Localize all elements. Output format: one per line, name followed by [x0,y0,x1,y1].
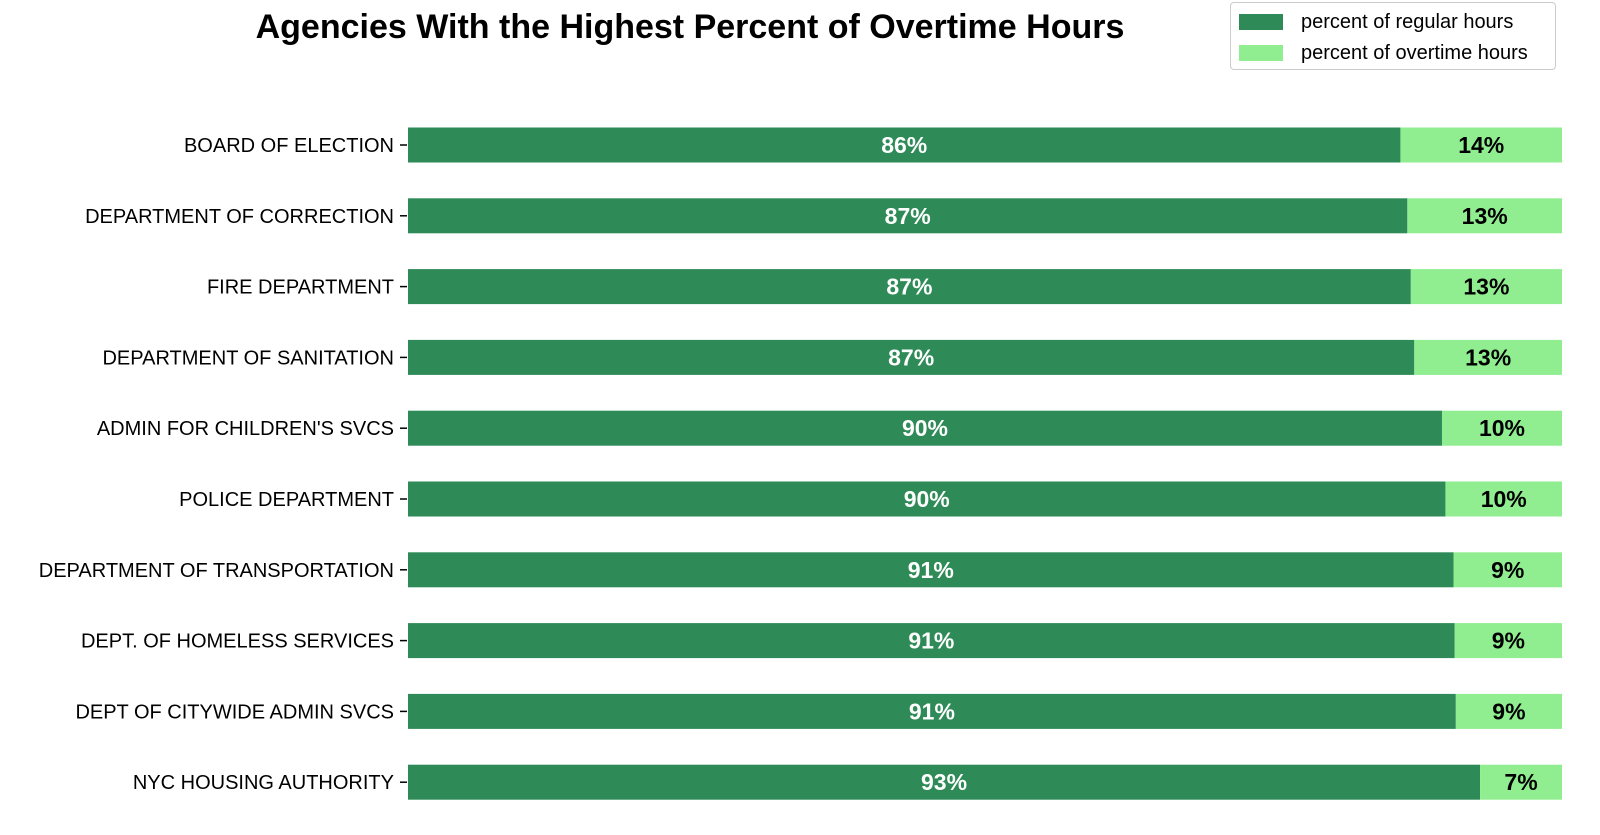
data-label-percent-of-overtime-hours-dept-of-citywide-admin-svcs: 9% [1492,698,1525,724]
bar-percent-of-overtime-hours-department-of-correction [1407,198,1562,234]
data-label-percent-of-overtime-hours-board-of-election: 14% [1458,132,1504,158]
bar-percent-of-regular-hours-dept-of-citywide-admin-svcs [408,693,1456,729]
bar-percent-of-regular-hours-dept-of-homeless-services [408,623,1455,659]
bar-percent-of-regular-hours-fire-department [408,269,1411,305]
bar-percent-of-overtime-hours-department-of-transportation [1453,552,1562,588]
legend-swatch-regular-hours [1239,14,1283,30]
bar-percent-of-regular-hours-admin-for-children-s-svcs [408,410,1442,446]
legend: percent of regular hours percent of over… [1230,2,1556,70]
bar-percent-of-overtime-hours-board-of-election [1400,127,1562,163]
y-tick-label-board-of-election: BOARD OF ELECTION [184,135,394,157]
data-label-percent-of-overtime-hours-admin-for-children-s-svcs: 10% [1479,415,1525,441]
legend-item-regular-hours: percent of regular hours [1239,9,1513,35]
bar-percent-of-regular-hours-department-of-correction [408,198,1408,234]
legend-label-regular-hours: percent of regular hours [1301,10,1514,33]
legend-label-overtime-hours: percent of overtime hours [1301,41,1528,64]
data-label-percent-of-regular-hours-admin-for-children-s-svcs: 90% [902,415,948,441]
y-tick-label-dept-of-citywide-admin-svcs: DEPT OF CITYWIDE ADMIN SVCS [75,701,394,723]
data-label-percent-of-regular-hours-dept-of-citywide-admin-svcs: 91% [909,698,955,724]
y-tick-label-department-of-sanitation: DEPARTMENT OF SANITATION [102,347,394,369]
data-label-percent-of-regular-hours-police-department: 90% [904,486,950,512]
bar-percent-of-overtime-hours-department-of-sanitation [1414,339,1562,375]
legend-swatch-overtime-hours [1239,45,1283,61]
bar-percent-of-regular-hours-department-of-transportation [408,552,1454,588]
data-label-percent-of-overtime-hours-police-department: 10% [1481,486,1527,512]
chart-title: Agencies With the Highest Percent of Ove… [255,8,1125,46]
data-label-percent-of-overtime-hours-nyc-housing-authority: 7% [1504,769,1537,795]
data-label-percent-of-regular-hours-dept-of-homeless-services: 91% [908,628,954,654]
bar-percent-of-overtime-hours-dept-of-citywide-admin-svcs [1455,693,1562,729]
data-label-percent-of-regular-hours-department-of-correction: 87% [885,203,931,229]
data-label-percent-of-overtime-hours-dept-of-homeless-services: 9% [1492,628,1525,654]
bar-percent-of-regular-hours-nyc-housing-authority [408,764,1481,800]
data-label-percent-of-overtime-hours-department-of-transportation: 9% [1491,557,1524,583]
data-label-percent-of-regular-hours-fire-department: 87% [886,274,932,300]
y-tick-label-nyc-housing-authority: NYC HOUSING AUTHORITY [133,772,394,794]
bar-percent-of-regular-hours-board-of-election [408,127,1401,163]
data-label-percent-of-overtime-hours-fire-department: 13% [1463,274,1509,300]
y-tick-label-admin-for-children-s-svcs: ADMIN FOR CHILDREN'S SVCS [97,418,394,440]
data-label-percent-of-regular-hours-department-of-sanitation: 87% [888,344,934,370]
y-tick-label-department-of-transportation: DEPARTMENT OF TRANSPORTATION [39,560,394,582]
y-tick-label-dept-of-homeless-services: DEPT. OF HOMELESS SERVICES [81,631,394,653]
data-label-percent-of-overtime-hours-department-of-correction: 13% [1462,203,1508,229]
y-tick-label-police-department: POLICE DEPARTMENT [179,489,394,511]
bar-percent-of-overtime-hours-fire-department [1410,269,1562,305]
bar-percent-of-regular-hours-police-department [408,481,1446,517]
data-label-percent-of-regular-hours-department-of-transportation: 91% [908,557,954,583]
bar-percent-of-overtime-hours-police-department [1445,481,1562,517]
bar-percent-of-regular-hours-department-of-sanitation [408,339,1415,375]
y-tick-label-department-of-correction: DEPARTMENT OF CORRECTION [85,206,394,228]
data-label-percent-of-regular-hours-board-of-election: 86% [881,132,927,158]
data-label-percent-of-regular-hours-nyc-housing-authority: 93% [921,769,967,795]
data-label-percent-of-overtime-hours-department-of-sanitation: 13% [1465,344,1511,370]
bar-percent-of-overtime-hours-admin-for-children-s-svcs [1441,410,1562,446]
y-tick-label-fire-department: FIRE DEPARTMENT [207,277,394,299]
legend-item-overtime-hours: percent of overtime hours [1239,40,1528,66]
bar-percent-of-overtime-hours-nyc-housing-authority [1480,764,1562,800]
bar-percent-of-overtime-hours-dept-of-homeless-services [1454,623,1562,659]
